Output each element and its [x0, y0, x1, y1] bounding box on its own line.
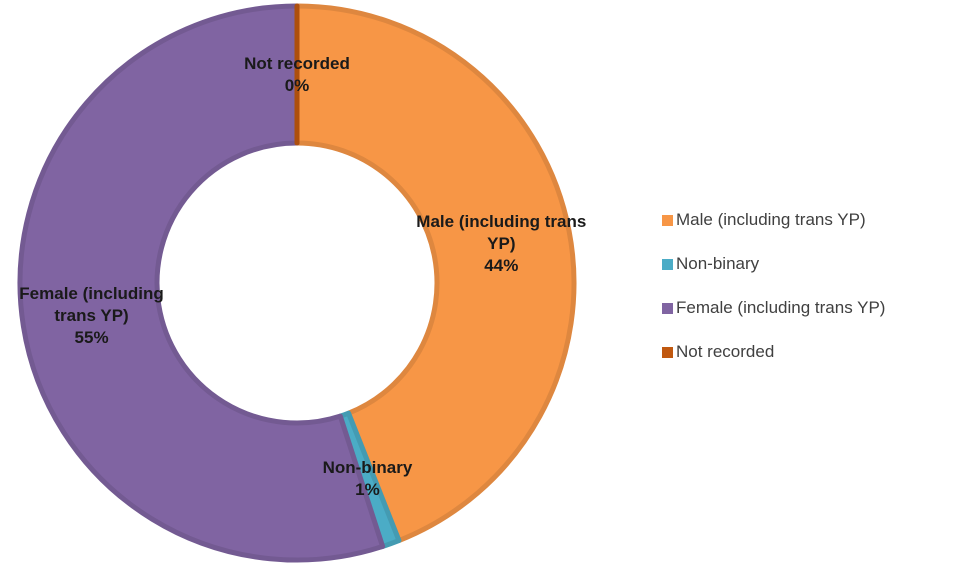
- label-text: Male (including trans YP): [676, 210, 866, 229]
- label-text: 1%: [355, 479, 380, 499]
- legend-item: Male (including trans YP): [662, 210, 866, 230]
- legend-swatch: [662, 346, 673, 358]
- label-text: 44%: [484, 256, 519, 276]
- data-label: Not recorded 0%: [209, 53, 385, 97]
- legend-swatch: [662, 214, 673, 226]
- label-text: Female (including trans YP): [676, 298, 886, 317]
- slice: [17, 3, 386, 563]
- label-text: Non-binary: [676, 254, 760, 273]
- legend-swatch: [662, 302, 673, 314]
- label-text: 0%: [284, 76, 310, 95]
- legend-item: Non-binary: [662, 254, 759, 274]
- label-text: Not recorded: [244, 54, 350, 73]
- data-label: Male (including trans YP) 44%: [413, 211, 589, 277]
- legend-swatch: [662, 258, 673, 270]
- label-text: 55%: [74, 327, 109, 347]
- data-label: Female (including trans YP) 55%: [4, 283, 180, 349]
- label-text: Non-binary: [322, 457, 413, 477]
- legend-item: Not recorded: [662, 342, 774, 362]
- label-text: Not recorded: [676, 342, 775, 361]
- data-label: Non-binary 1%: [279, 457, 455, 501]
- label-text: Male (including trans YP): [416, 212, 587, 254]
- legend-item: Female (including trans YP): [662, 298, 885, 318]
- label-text: Female (including trans YP): [19, 283, 164, 325]
- slice: [294, 3, 577, 544]
